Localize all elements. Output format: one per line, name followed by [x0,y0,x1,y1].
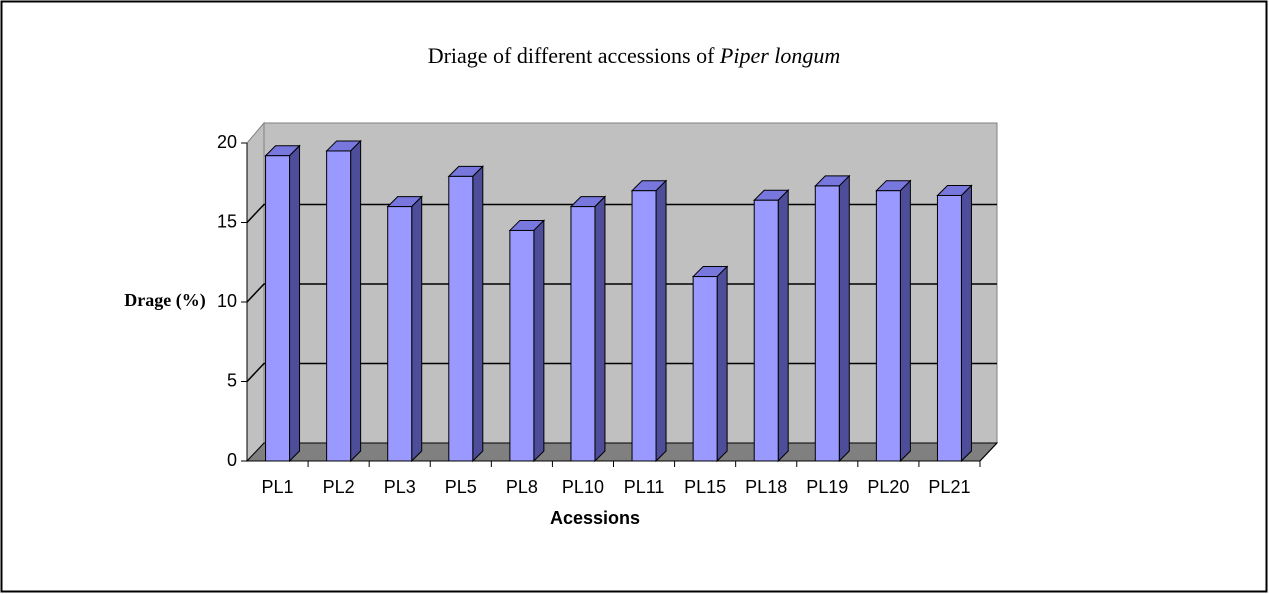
bar [753,199,779,462]
bar-side [594,195,606,463]
bar [875,190,901,462]
x-tick-label: PL20 [867,477,909,497]
bar-side [472,165,484,463]
x-tick-label: PL18 [745,477,787,497]
y-axis-label: Drage (%) [124,290,205,311]
x-tick-label: PL19 [806,477,848,497]
bar-side [533,219,545,463]
bar [265,155,291,462]
y-tick-label: 10 [217,291,237,311]
x-tick-label: PL8 [506,477,538,497]
bar [448,175,474,462]
y-tick-label: 5 [227,370,237,390]
bar-side [289,144,301,463]
bar-side [899,179,911,463]
y-tick-label: 20 [217,132,237,152]
bar-side [777,189,789,463]
x-axis-depth [979,442,998,462]
bar-side [960,184,972,463]
bar [936,194,962,462]
x-tick-label: PL21 [928,477,970,497]
bar [631,190,657,462]
grid-line [246,283,997,303]
x-tick-label: PL5 [445,477,477,497]
bar-side [411,195,423,463]
x-tick-label: PL1 [262,477,294,497]
x-tick-label: PL11 [624,477,665,497]
bar-side [838,174,850,463]
grid-line [246,362,997,383]
bar-side [716,265,728,463]
y-tick-label: 0 [227,450,237,470]
x-tick-label: PL15 [684,477,726,497]
title-text: Driage of different accessions of [428,43,720,68]
bar [509,229,535,462]
bar-side [655,179,667,463]
bar [387,206,413,462]
bar [692,276,718,462]
x-axis-label: Acessions [550,508,640,528]
chart-title: Driage of different accessions of Piper … [428,43,841,68]
x-tick-label: PL2 [323,477,355,497]
bar [326,150,352,462]
bar-side [350,139,362,463]
bar [570,206,596,462]
title-species: Piper longum [719,43,840,68]
y-tick-label: 15 [217,211,237,231]
x-tick-label: PL10 [562,477,604,497]
grid-line [246,203,997,224]
x-tick-label: PL3 [384,477,416,497]
bar [814,185,840,462]
